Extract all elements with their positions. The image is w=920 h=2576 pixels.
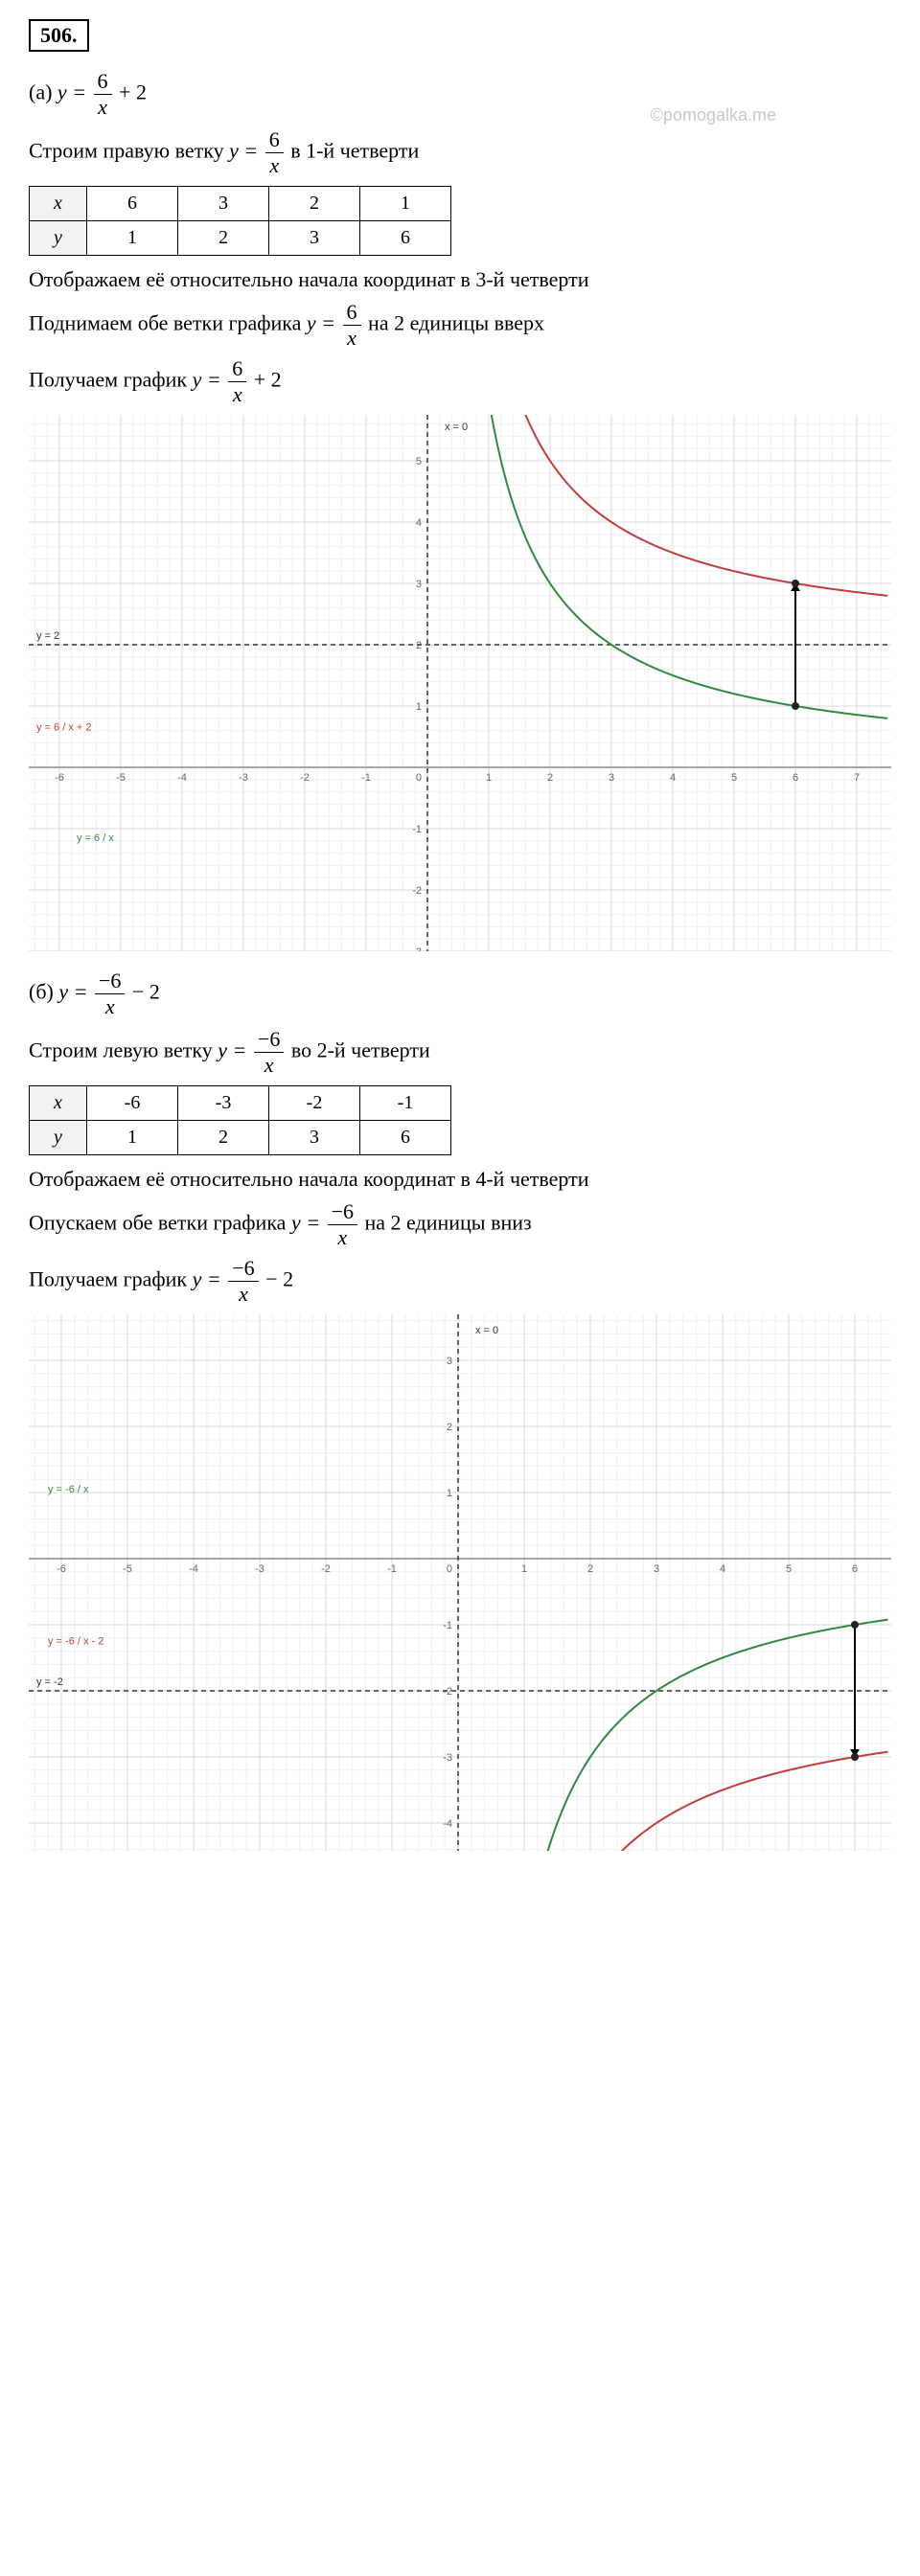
part-a-table: x 6 3 2 1 y 1 2 3 6: [29, 186, 451, 256]
svg-text:-1: -1: [387, 1563, 397, 1575]
svg-text:-3: -3: [239, 772, 248, 784]
svg-text:-2: -2: [321, 1563, 331, 1575]
svg-text:2: 2: [447, 1422, 452, 1433]
svg-text:0: 0: [416, 772, 422, 784]
svg-text:3: 3: [416, 579, 422, 590]
svg-text:-1: -1: [361, 772, 371, 784]
part-a-line3: Поднимаем обе ветки графика y = 6x на 2 …: [29, 302, 891, 349]
svg-text:0: 0: [447, 1563, 452, 1575]
svg-text:-3: -3: [443, 1752, 452, 1764]
svg-text:7: 7: [854, 772, 860, 784]
svg-text:2: 2: [416, 640, 422, 651]
svg-text:4: 4: [670, 772, 676, 784]
svg-text:-5: -5: [116, 772, 126, 784]
svg-text:-1: -1: [443, 1620, 452, 1631]
svg-text:-2: -2: [412, 885, 422, 897]
svg-text:y = -6 / x: y = -6 / x: [48, 1484, 89, 1495]
svg-text:x = 0: x = 0: [445, 422, 468, 433]
part-a-line4: Получаем график y = 6x + 2: [29, 358, 891, 405]
svg-text:-6: -6: [55, 772, 64, 784]
svg-text:1: 1: [521, 1563, 527, 1575]
svg-text:-6: -6: [57, 1563, 66, 1575]
part-b-line4: Получаем график y = −6x − 2: [29, 1258, 891, 1305]
watermark: ©pomogalka.me: [651, 105, 776, 125]
part-b-table: x -6 -3 -2 -1 y 1 2 3 6: [29, 1085, 451, 1155]
svg-text:5: 5: [416, 456, 422, 467]
svg-text:-1: -1: [412, 824, 422, 835]
svg-text:1: 1: [486, 772, 492, 784]
part-b-line2: Отображаем её относительно начала коорди…: [29, 1167, 891, 1192]
svg-text:3: 3: [609, 772, 614, 784]
part-a-line1: Строим правую ветку y = 6x в 1-й четверт…: [29, 129, 891, 176]
svg-text:-3: -3: [255, 1563, 264, 1575]
svg-text:-2: -2: [443, 1686, 452, 1698]
problem-number: 506.: [29, 19, 89, 52]
part-b-chart: -6-5-4-3-2-1123456-5-4-3-2-1123450x = 0y…: [29, 1314, 891, 1851]
svg-text:4: 4: [720, 1563, 725, 1575]
svg-text:3: 3: [654, 1563, 659, 1575]
svg-text:3: 3: [447, 1356, 452, 1367]
svg-text:1: 1: [447, 1488, 452, 1499]
svg-text:5: 5: [786, 1563, 792, 1575]
svg-text:6: 6: [852, 1563, 858, 1575]
svg-text:x = 0: x = 0: [475, 1325, 498, 1336]
svg-text:6: 6: [793, 772, 798, 784]
part-b-line1: Строим левую ветку y = −6x во 2-й четвер…: [29, 1029, 891, 1076]
svg-text:2: 2: [547, 772, 553, 784]
part-b-equation: (б) y = −6x − 2: [29, 970, 891, 1017]
svg-text:y = -6 / x - 2: y = -6 / x - 2: [48, 1636, 104, 1648]
svg-text:5: 5: [731, 772, 737, 784]
svg-text:y = 2: y = 2: [36, 630, 59, 642]
svg-text:y = 6 / x + 2: y = 6 / x + 2: [36, 722, 91, 734]
svg-text:-4: -4: [443, 1818, 452, 1830]
svg-text:-3: -3: [412, 946, 422, 951]
part-b-line3: Опускаем обе ветки графика y = −6x на 2 …: [29, 1201, 891, 1248]
part-a-line2: Отображаем её относительно начала коорди…: [29, 267, 891, 292]
svg-text:2: 2: [587, 1563, 593, 1575]
svg-text:-2: -2: [300, 772, 310, 784]
svg-text:1: 1: [416, 701, 422, 713]
svg-text:-4: -4: [177, 772, 187, 784]
svg-text:y = 6 / x: y = 6 / x: [77, 832, 114, 844]
svg-text:4: 4: [416, 517, 422, 529]
svg-text:-5: -5: [123, 1563, 132, 1575]
svg-text:y = -2: y = -2: [36, 1676, 63, 1688]
part-a-chart: -6-5-4-3-2-11234567-4-3-2-1123456780x = …: [29, 415, 891, 951]
svg-text:-4: -4: [189, 1563, 198, 1575]
